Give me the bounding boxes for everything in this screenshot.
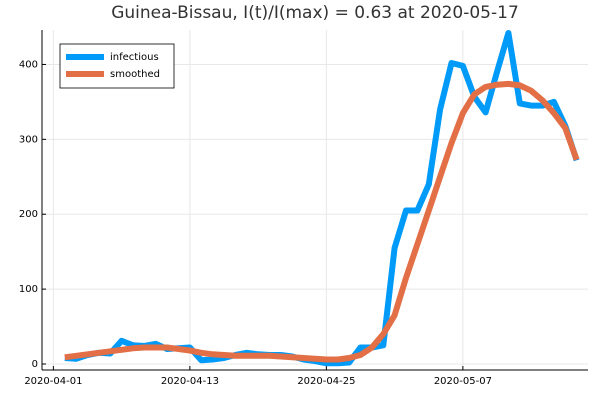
x-tick-label: 2020-04-13 — [161, 376, 219, 387]
y-tick-label: 100 — [19, 284, 38, 295]
y-tick-label: 0 — [32, 359, 38, 370]
chart-title: Guinea-Bissau, I(t)/I(max) = 0.63 at 202… — [111, 3, 519, 23]
x-tick-label: 2020-04-01 — [24, 376, 82, 387]
x-tick-label: 2020-04-25 — [297, 376, 355, 387]
legend-label: infectious — [110, 52, 159, 63]
series-line — [64, 80, 580, 363]
legend-label: smoothed — [110, 69, 160, 80]
legend-box — [59, 43, 175, 89]
y-tick-label: 400 — [19, 59, 38, 70]
x-tick-label: 2020-05-07 — [434, 376, 492, 387]
y-tick-label: 300 — [19, 134, 38, 145]
y-tick-label: 200 — [19, 209, 38, 220]
